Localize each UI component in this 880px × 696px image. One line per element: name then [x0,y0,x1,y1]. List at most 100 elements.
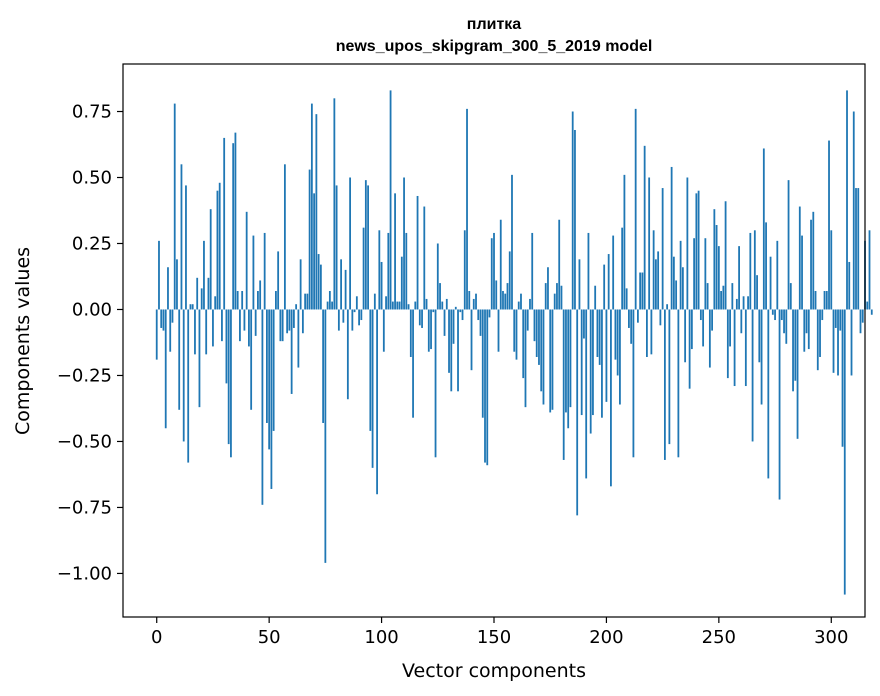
bar [508,251,511,310]
bar [189,304,192,310]
bar [178,309,181,410]
bar [751,309,754,442]
bar [731,283,734,310]
bar [263,232,266,310]
x-tick-label: 50 [258,627,281,648]
bar [821,309,824,321]
bar [753,230,756,310]
bar [461,309,464,321]
bar [693,238,696,310]
y-tick-label: 0.00 [72,299,112,320]
x-axis: 0 50 100 150 200 250 300 [151,617,848,648]
bar [769,256,772,310]
bar [628,309,630,328]
bar [425,298,428,310]
bar [497,309,500,352]
bar [266,309,268,423]
bar [283,164,286,310]
bar [699,309,702,321]
bar [209,209,212,310]
bar [637,309,639,323]
bar [225,309,228,384]
bar [344,269,347,310]
chart-title-line2: news_upos_skipgram_300_5_2019 model [336,38,653,55]
bar [729,309,731,347]
bar [540,309,543,392]
bar [837,309,839,376]
y-tick-label: −0.75 [57,497,112,518]
bar [677,309,680,458]
bar [738,246,740,310]
bar [560,285,563,310]
bar [310,103,313,310]
bar [776,240,779,310]
bar [722,285,725,310]
bar [448,309,450,373]
bar [169,309,172,352]
y-tick-label: −0.25 [57,365,112,386]
bar [252,235,255,310]
bar [785,309,788,344]
bar [744,309,747,387]
bar [367,185,369,310]
bar [292,309,295,328]
bar [394,193,396,310]
bar [198,309,201,408]
bar [470,309,473,371]
bar [585,309,588,479]
chart-title-line1: плитка [467,16,522,33]
bar [783,309,785,334]
bar [355,296,358,310]
bar [861,309,864,323]
bar [158,240,160,310]
bar [580,309,583,416]
bar [236,291,239,310]
x-tick-label: 300 [814,627,848,648]
bar [373,293,376,310]
bar [828,140,830,310]
bar [405,232,408,310]
bar [457,309,459,392]
bar [805,309,808,334]
bar [248,309,250,347]
bar [335,185,338,310]
bar [407,304,410,310]
bar [346,309,349,400]
bar [558,219,561,310]
bar [351,309,354,331]
bar [756,275,758,310]
bar [499,219,502,310]
bar [616,309,619,376]
bar [688,309,691,389]
bar [594,285,597,310]
bar [690,309,693,350]
bar [398,301,401,310]
bar [792,309,794,392]
bar [434,309,437,458]
bar [726,309,729,379]
bar [574,129,576,310]
bar [650,309,653,355]
bar [167,267,169,310]
bar [832,309,835,373]
bar [360,309,363,321]
bar [257,291,259,310]
bar [239,309,241,342]
bar [243,309,246,331]
bar [612,235,615,310]
bar [155,309,158,360]
bar [767,309,770,479]
bar [396,301,399,310]
bar [513,309,516,352]
bar [324,309,327,563]
bar [364,180,367,310]
bar [232,143,235,310]
bar [852,111,855,310]
bar-series [155,90,873,595]
x-tick-label: 250 [702,627,736,648]
bar [760,309,763,405]
bar [735,298,738,310]
bar [657,251,660,310]
bar [378,230,381,310]
